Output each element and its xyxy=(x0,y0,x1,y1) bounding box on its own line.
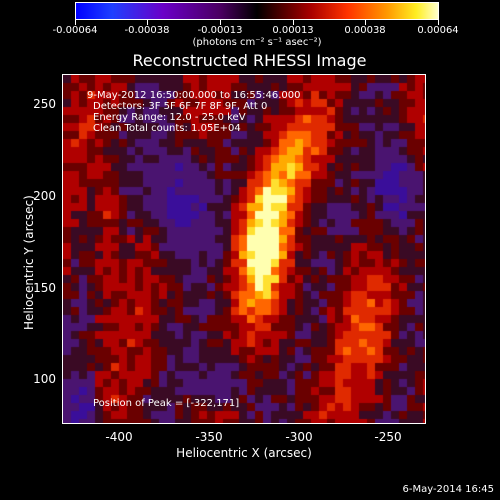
clean-total-counts: Clean Total counts: 1.05E+04 xyxy=(93,123,241,134)
time-range: 9-May-2012 16:50:00.000 to 16:55:46.000 xyxy=(87,90,301,101)
colorbar-tick-label: -0.00064 xyxy=(52,25,98,36)
x-tick-label: -300 xyxy=(285,430,313,444)
colorbar-units: (photons cm⁻² s⁻¹ asec⁻²) xyxy=(192,37,322,48)
x-axis-label: Heliocentric X (arcsec) xyxy=(176,446,312,460)
image-panel: 9-May-2012 16:50:00.000 to 16:55:46.000 … xyxy=(62,74,426,424)
colorbar-tick-label: 0.00064 xyxy=(417,25,459,36)
x-tick-label: -350 xyxy=(195,430,223,444)
x-tick-label: -400 xyxy=(105,430,133,444)
colorbar-tick xyxy=(220,20,221,25)
footer-date: 6-May-2014 16:45 xyxy=(402,484,494,495)
peak-position: Position of Peak = [-322,171] xyxy=(93,398,240,409)
y-axis-label: Heliocentric Y (arcsec) xyxy=(22,195,36,330)
image-title: Reconstructed RHESSI Image xyxy=(132,51,367,70)
rhessi-heatmap xyxy=(63,75,425,423)
colorbar-tick xyxy=(438,20,439,25)
energy-range: Energy Range: 12.0 - 25.0 keV xyxy=(93,112,246,123)
colorbar-tick-label: -0.00038 xyxy=(124,25,170,36)
y-tick-label: 250 xyxy=(33,97,56,111)
colorbar-tick xyxy=(75,20,76,25)
colorbar-tick xyxy=(293,20,294,25)
y-tick-label: 150 xyxy=(33,281,56,295)
colorbar-tick-label: 0.00038 xyxy=(344,25,386,36)
colorbar xyxy=(75,2,439,20)
colorbar-tick-label: -0.00013 xyxy=(197,25,243,36)
colorbar-tick xyxy=(147,20,148,25)
x-tick-label: -250 xyxy=(374,430,402,444)
colorbar-tick-label: 0.00013 xyxy=(272,25,314,36)
detectors-line: Detectors: 3F 5F 6F 7F 8F 9F, Att 0 xyxy=(93,101,268,112)
y-tick-label: 200 xyxy=(33,189,56,203)
y-tick-label: 100 xyxy=(33,372,56,386)
colorbar-tick xyxy=(365,20,366,25)
